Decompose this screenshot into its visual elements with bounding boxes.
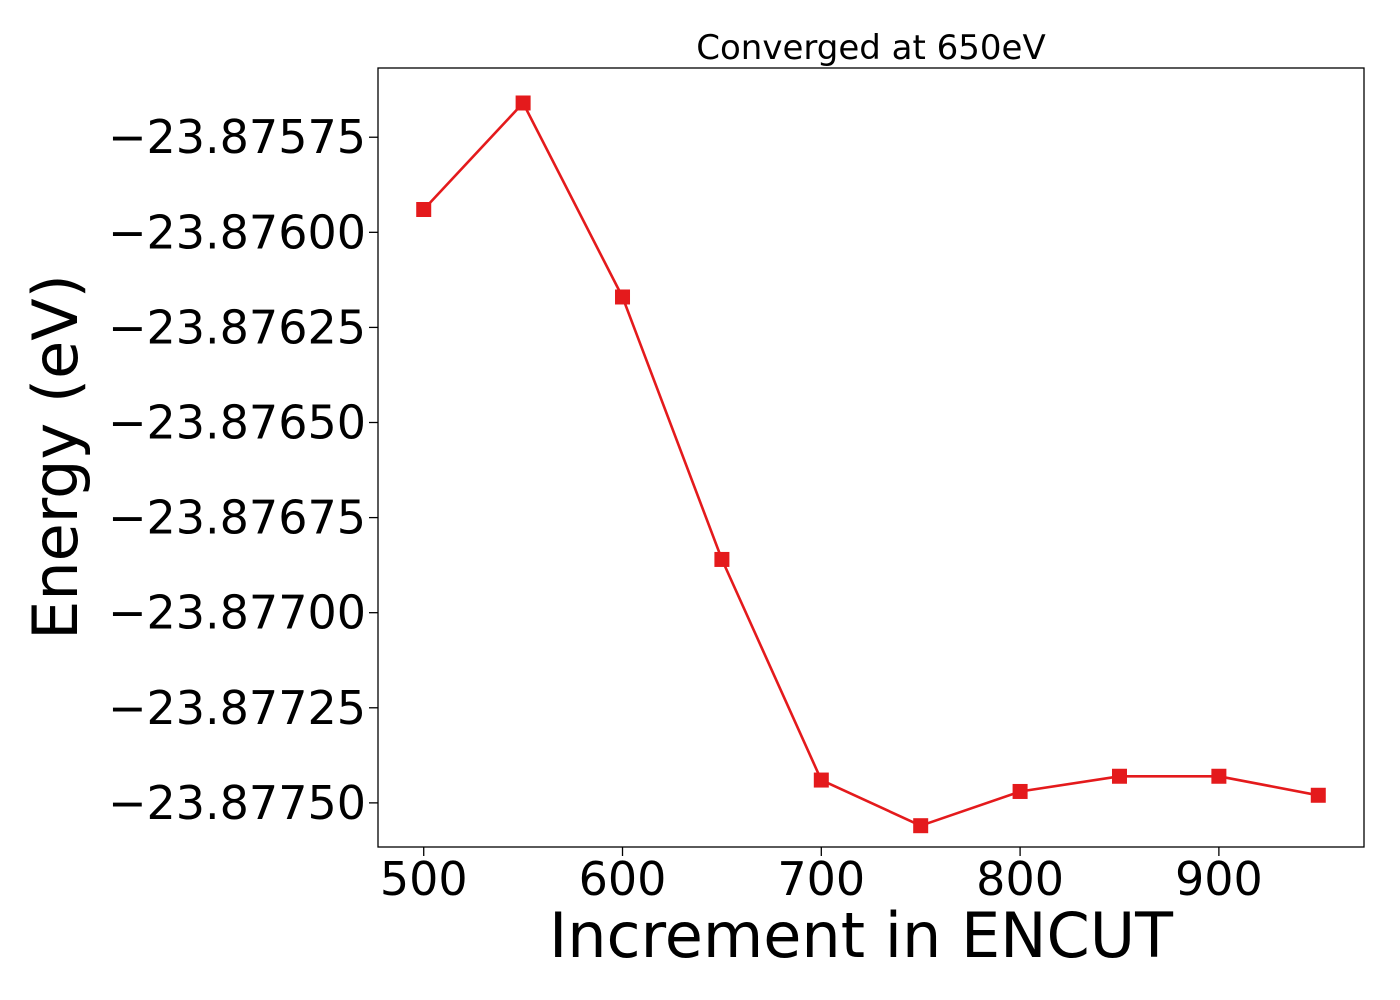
- data-series: [416, 95, 1326, 834]
- x-tick-label: 500: [380, 852, 468, 906]
- x-axis-ticks: 500 600 700 800 900: [380, 847, 1263, 906]
- data-point-marker: [714, 551, 730, 567]
- data-point-marker: [913, 818, 929, 834]
- x-tick-label: 700: [777, 852, 865, 906]
- plot-area: [377, 67, 1365, 848]
- chart-title: Converged at 650eV: [696, 28, 1045, 68]
- data-point-marker: [416, 201, 432, 217]
- y-tick-label: −23.87750: [108, 776, 366, 830]
- data-point-marker: [1310, 787, 1326, 803]
- y-tick-label: −23.87675: [108, 491, 366, 545]
- data-point-marker: [615, 289, 631, 305]
- data-point-marker: [1211, 768, 1227, 784]
- y-tick-label: −23.87600: [108, 205, 366, 259]
- y-axis-ticks: −23.87575 −23.87600 −23.87625 −23.87650 −23.…: [108, 110, 378, 830]
- y-tick-label: −23.87700: [108, 586, 366, 640]
- x-tick-label: 800: [976, 852, 1064, 906]
- y-axis-label: Energy (eV): [19, 274, 92, 640]
- x-tick-label: 600: [579, 852, 667, 906]
- y-tick-label: −23.87575: [108, 110, 366, 164]
- y-tick-label: −23.87625: [108, 300, 366, 354]
- y-tick-label: −23.87725: [108, 681, 366, 735]
- data-point-marker: [1012, 783, 1028, 799]
- data-point-marker: [813, 772, 829, 788]
- y-tick-label: −23.87650: [108, 396, 366, 450]
- x-axis-label: Increment in ENCUT: [549, 899, 1174, 972]
- data-point-marker: [515, 95, 531, 111]
- data-point-marker: [1111, 768, 1127, 784]
- series-line: [422, 101, 1319, 828]
- x-tick-label: 900: [1175, 852, 1263, 906]
